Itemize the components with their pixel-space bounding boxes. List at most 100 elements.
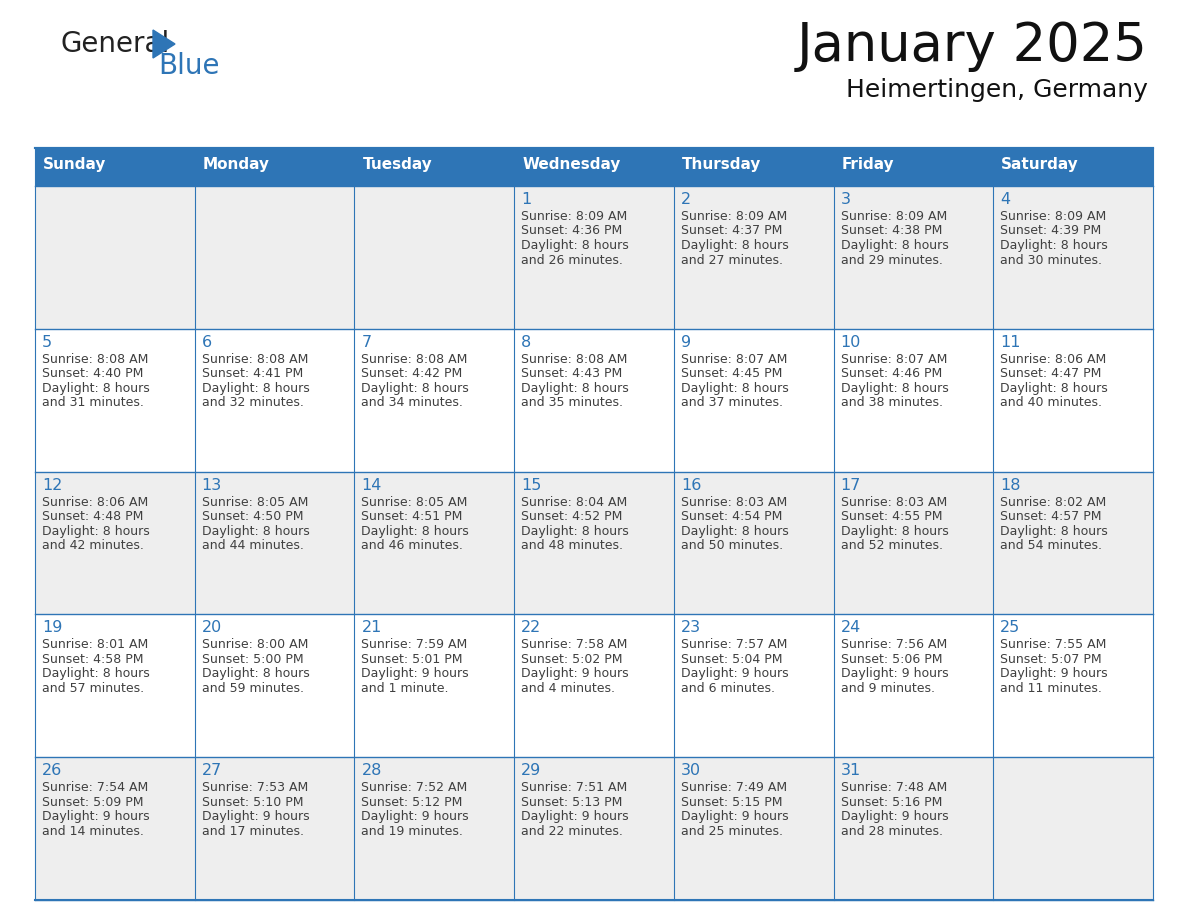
- Text: Sunset: 5:13 PM: Sunset: 5:13 PM: [522, 796, 623, 809]
- Text: 10: 10: [841, 335, 861, 350]
- Text: Sunset: 4:41 PM: Sunset: 4:41 PM: [202, 367, 303, 380]
- Text: Sunday: Sunday: [43, 157, 107, 172]
- Text: and 44 minutes.: and 44 minutes.: [202, 539, 304, 552]
- Text: and 52 minutes.: and 52 minutes.: [841, 539, 942, 552]
- Text: Sunrise: 7:59 AM: Sunrise: 7:59 AM: [361, 638, 468, 652]
- Text: Sunrise: 7:55 AM: Sunrise: 7:55 AM: [1000, 638, 1107, 652]
- Text: Sunset: 4:36 PM: Sunset: 4:36 PM: [522, 225, 623, 238]
- Text: 16: 16: [681, 477, 701, 493]
- Text: and 54 minutes.: and 54 minutes.: [1000, 539, 1102, 552]
- Text: 12: 12: [42, 477, 63, 493]
- Bar: [514, 148, 674, 186]
- Text: Sunrise: 7:53 AM: Sunrise: 7:53 AM: [202, 781, 308, 794]
- Text: and 32 minutes.: and 32 minutes.: [202, 397, 304, 409]
- Text: Sunset: 4:58 PM: Sunset: 4:58 PM: [42, 653, 144, 666]
- Text: and 25 minutes.: and 25 minutes.: [681, 824, 783, 838]
- Text: Daylight: 8 hours: Daylight: 8 hours: [841, 382, 948, 395]
- Text: Sunset: 5:12 PM: Sunset: 5:12 PM: [361, 796, 463, 809]
- Text: Daylight: 8 hours: Daylight: 8 hours: [202, 524, 309, 538]
- Text: Daylight: 8 hours: Daylight: 8 hours: [202, 382, 309, 395]
- Text: Sunrise: 8:01 AM: Sunrise: 8:01 AM: [42, 638, 148, 652]
- Text: Sunset: 5:04 PM: Sunset: 5:04 PM: [681, 653, 783, 666]
- Text: 30: 30: [681, 763, 701, 778]
- Text: 18: 18: [1000, 477, 1020, 493]
- Text: 1: 1: [522, 192, 531, 207]
- Text: Sunrise: 8:08 AM: Sunrise: 8:08 AM: [361, 353, 468, 365]
- Text: and 31 minutes.: and 31 minutes.: [42, 397, 144, 409]
- Text: and 17 minutes.: and 17 minutes.: [202, 824, 304, 838]
- Text: Sunset: 4:42 PM: Sunset: 4:42 PM: [361, 367, 462, 380]
- Text: Daylight: 8 hours: Daylight: 8 hours: [681, 524, 789, 538]
- Text: and 59 minutes.: and 59 minutes.: [202, 682, 304, 695]
- Bar: [34, 757, 1154, 900]
- Text: and 50 minutes.: and 50 minutes.: [681, 539, 783, 552]
- Text: January 2025: January 2025: [797, 20, 1148, 72]
- Text: Daylight: 8 hours: Daylight: 8 hours: [361, 382, 469, 395]
- Text: Sunrise: 8:05 AM: Sunrise: 8:05 AM: [202, 496, 308, 509]
- Bar: [34, 329, 1154, 472]
- Text: Sunrise: 8:09 AM: Sunrise: 8:09 AM: [841, 210, 947, 223]
- Text: Sunset: 4:57 PM: Sunset: 4:57 PM: [1000, 510, 1101, 523]
- Text: 26: 26: [42, 763, 62, 778]
- Text: and 9 minutes.: and 9 minutes.: [841, 682, 935, 695]
- Text: Sunset: 4:51 PM: Sunset: 4:51 PM: [361, 510, 463, 523]
- Text: Sunrise: 8:05 AM: Sunrise: 8:05 AM: [361, 496, 468, 509]
- Text: 3: 3: [841, 192, 851, 207]
- Text: 15: 15: [522, 477, 542, 493]
- Text: Sunrise: 7:52 AM: Sunrise: 7:52 AM: [361, 781, 468, 794]
- Text: and 48 minutes.: and 48 minutes.: [522, 539, 624, 552]
- Text: Sunrise: 7:57 AM: Sunrise: 7:57 AM: [681, 638, 788, 652]
- Text: and 28 minutes.: and 28 minutes.: [841, 824, 942, 838]
- Text: Daylight: 9 hours: Daylight: 9 hours: [202, 811, 309, 823]
- Text: Sunrise: 8:06 AM: Sunrise: 8:06 AM: [42, 496, 148, 509]
- Text: 29: 29: [522, 763, 542, 778]
- Text: and 37 minutes.: and 37 minutes.: [681, 397, 783, 409]
- Text: 24: 24: [841, 621, 861, 635]
- Text: and 42 minutes.: and 42 minutes.: [42, 539, 144, 552]
- Text: Daylight: 8 hours: Daylight: 8 hours: [42, 667, 150, 680]
- Text: Sunset: 5:10 PM: Sunset: 5:10 PM: [202, 796, 303, 809]
- Text: Sunset: 5:00 PM: Sunset: 5:00 PM: [202, 653, 303, 666]
- Text: Sunset: 4:52 PM: Sunset: 4:52 PM: [522, 510, 623, 523]
- Text: Sunrise: 8:09 AM: Sunrise: 8:09 AM: [681, 210, 788, 223]
- Text: Daylight: 8 hours: Daylight: 8 hours: [841, 239, 948, 252]
- Text: Sunset: 5:01 PM: Sunset: 5:01 PM: [361, 653, 463, 666]
- Text: Daylight: 8 hours: Daylight: 8 hours: [1000, 239, 1108, 252]
- Text: Sunrise: 8:06 AM: Sunrise: 8:06 AM: [1000, 353, 1106, 365]
- Text: Daylight: 8 hours: Daylight: 8 hours: [681, 382, 789, 395]
- Text: General: General: [61, 30, 169, 58]
- Text: Daylight: 8 hours: Daylight: 8 hours: [522, 382, 628, 395]
- Bar: [34, 614, 1154, 757]
- Text: 11: 11: [1000, 335, 1020, 350]
- Text: 22: 22: [522, 621, 542, 635]
- Bar: [993, 148, 1154, 186]
- Text: Sunrise: 8:08 AM: Sunrise: 8:08 AM: [42, 353, 148, 365]
- Text: Daylight: 9 hours: Daylight: 9 hours: [681, 811, 789, 823]
- Text: Monday: Monday: [203, 157, 270, 172]
- Text: Sunrise: 8:03 AM: Sunrise: 8:03 AM: [841, 496, 947, 509]
- Text: Daylight: 8 hours: Daylight: 8 hours: [522, 524, 628, 538]
- Text: Daylight: 9 hours: Daylight: 9 hours: [42, 811, 150, 823]
- Text: Saturday: Saturday: [1001, 157, 1079, 172]
- Text: Heimertingen, Germany: Heimertingen, Germany: [846, 78, 1148, 102]
- Text: Sunrise: 7:56 AM: Sunrise: 7:56 AM: [841, 638, 947, 652]
- Text: Sunset: 5:09 PM: Sunset: 5:09 PM: [42, 796, 144, 809]
- Text: Tuesday: Tuesday: [362, 157, 432, 172]
- Text: and 26 minutes.: and 26 minutes.: [522, 253, 623, 266]
- Text: 21: 21: [361, 621, 381, 635]
- Text: Daylight: 8 hours: Daylight: 8 hours: [1000, 382, 1108, 395]
- Bar: [674, 148, 834, 186]
- Text: Thursday: Thursday: [682, 157, 762, 172]
- Text: 31: 31: [841, 763, 861, 778]
- Text: and 35 minutes.: and 35 minutes.: [522, 397, 624, 409]
- Text: Blue: Blue: [158, 52, 220, 80]
- Text: Sunset: 4:46 PM: Sunset: 4:46 PM: [841, 367, 942, 380]
- Text: Sunrise: 8:08 AM: Sunrise: 8:08 AM: [522, 353, 627, 365]
- Bar: [34, 148, 195, 186]
- Bar: [354, 148, 514, 186]
- Text: 19: 19: [42, 621, 63, 635]
- Text: Daylight: 8 hours: Daylight: 8 hours: [202, 667, 309, 680]
- Text: Sunrise: 8:07 AM: Sunrise: 8:07 AM: [841, 353, 947, 365]
- Text: and 6 minutes.: and 6 minutes.: [681, 682, 775, 695]
- Text: Sunrise: 8:03 AM: Sunrise: 8:03 AM: [681, 496, 788, 509]
